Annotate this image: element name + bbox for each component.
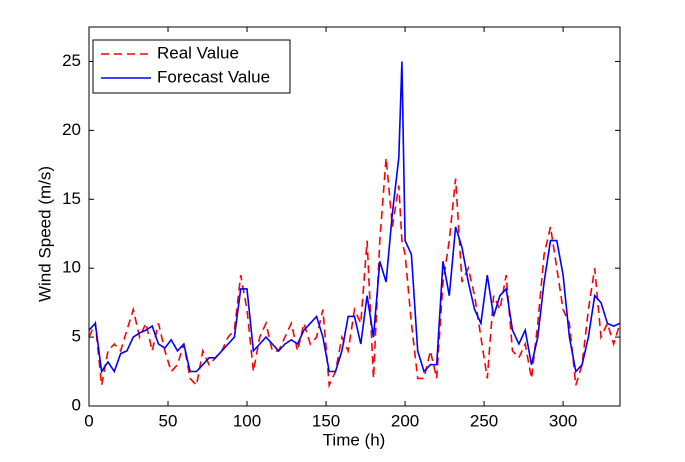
y-tick-label: 5: [72, 327, 81, 346]
legend-label: Forecast Value: [157, 67, 270, 86]
y-axis-label: Wind Speed (m/s): [35, 166, 54, 302]
legend-label: Real Value: [157, 43, 239, 62]
x-tick-label: 0: [84, 411, 93, 430]
x-tick-label: 50: [159, 411, 178, 430]
y-tick-label: 20: [62, 120, 81, 139]
plot-frame: [88, 26, 621, 407]
x-tick-label: 200: [391, 411, 419, 430]
x-axis-label: Time (h): [323, 430, 386, 449]
x-tick-label: 150: [312, 411, 340, 430]
x-tick-label: 100: [233, 411, 261, 430]
y-tick-label: 15: [62, 189, 81, 208]
legend-box: [92, 39, 291, 94]
y-tick-label: 25: [62, 51, 81, 70]
x-tick-label: 300: [549, 411, 577, 430]
series-line: [88, 157, 621, 389]
y-tick-label: 10: [62, 258, 81, 277]
series-line: [88, 61, 621, 374]
y-tick-label: 0: [72, 395, 81, 414]
x-tick-label: 250: [470, 411, 498, 430]
